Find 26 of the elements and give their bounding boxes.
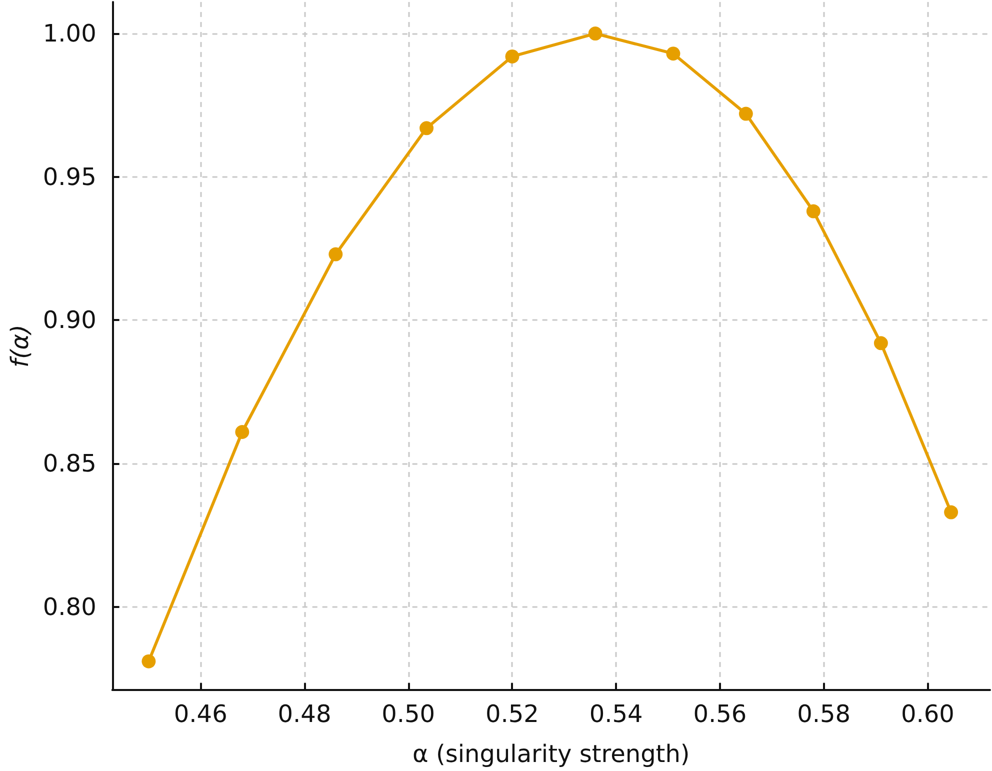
x-tick-label: 0.58: [797, 700, 851, 728]
point: [328, 247, 343, 262]
point: [505, 49, 520, 64]
x-tick-label: 0.48: [278, 700, 332, 728]
y-tick-label: 0.90: [42, 306, 96, 334]
point: [666, 46, 680, 61]
point: [738, 106, 753, 121]
y-tick-label: 0.80: [42, 592, 96, 621]
point: [235, 425, 250, 439]
x-tick-label: 0.50: [382, 700, 436, 728]
x-tick-label: 0.46: [174, 700, 228, 728]
point: [806, 204, 820, 218]
y-tick-label: 0.95: [42, 162, 96, 191]
point: [944, 505, 958, 520]
point: [874, 336, 888, 350]
x-tick-label: 0.54: [589, 700, 643, 728]
y-tick-label: 1.00: [42, 20, 96, 48]
x-axis-title: α (singularity strength): [412, 740, 690, 768]
point: [142, 654, 156, 668]
point: [420, 121, 434, 136]
y-tick-label: 0.85: [42, 450, 96, 478]
x-tick-label: 0.52: [486, 700, 539, 728]
x-tick-label: 0.60: [900, 700, 954, 728]
point: [588, 26, 602, 41]
y-axis-title: f(α): [6, 324, 34, 368]
x-tick-label: 0.56: [693, 700, 747, 728]
